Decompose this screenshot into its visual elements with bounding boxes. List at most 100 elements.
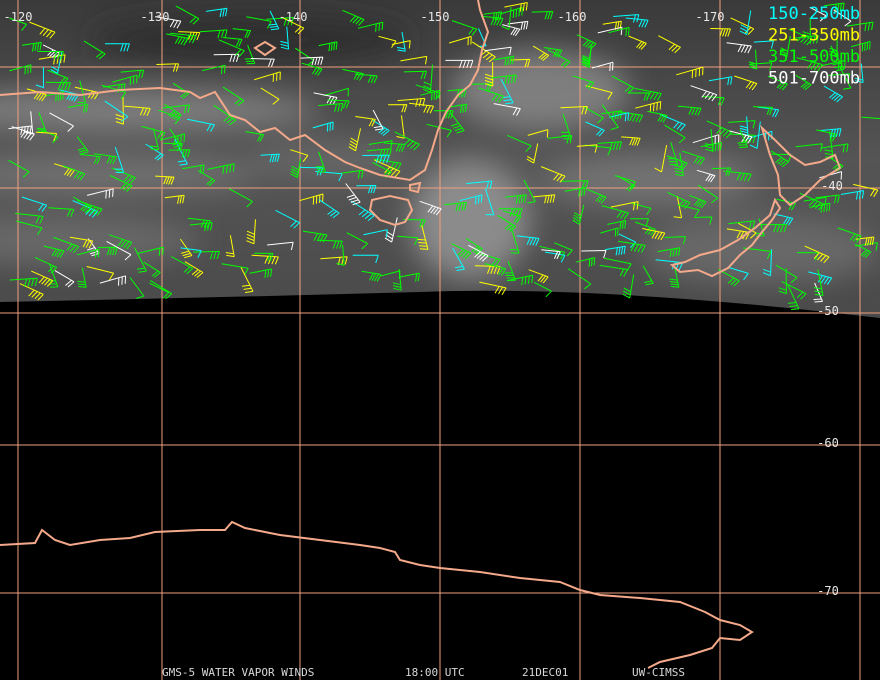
- wind-barb: [664, 124, 686, 144]
- wind-barb: [528, 269, 549, 284]
- wind-barb: [268, 10, 280, 31]
- wind-barb: [302, 230, 328, 243]
- wind-barb: [770, 150, 789, 168]
- wind-barb: [19, 283, 44, 301]
- wind-barb: [396, 115, 405, 139]
- wind-barb: [682, 150, 705, 166]
- wind-barb: [300, 56, 324, 66]
- longitude-label: -170: [696, 10, 725, 24]
- wind-barb: [356, 185, 377, 194]
- wind-barb: [706, 120, 733, 139]
- wind-barb: [99, 275, 127, 286]
- wind-barb: [37, 51, 64, 60]
- wind-barb: [254, 252, 274, 262]
- wind-barb: [124, 105, 151, 117]
- wind-barb: [166, 33, 189, 46]
- wind-barb: [102, 83, 126, 93]
- wind-barb: [630, 218, 649, 227]
- wind-barb: [599, 264, 628, 277]
- wind-barb: [502, 24, 521, 37]
- wind-barb: [567, 268, 592, 290]
- wind-barb: [708, 76, 733, 86]
- wind-barb: [813, 269, 824, 296]
- wind-barb: [21, 196, 48, 212]
- wind-barb: [484, 188, 495, 216]
- bass-strait-islands: [409, 181, 422, 194]
- wind-barb: [76, 199, 103, 216]
- wind-barb: [114, 146, 125, 173]
- wind-barb: [397, 235, 419, 246]
- wind-barb: [796, 57, 823, 72]
- wind-barb: [737, 222, 757, 239]
- longitude-labels: -120 -130 -140 -150 -160 -170: [4, 10, 725, 24]
- wind-barb: [47, 263, 59, 288]
- wind-barb: [753, 40, 774, 49]
- wind-barb: [516, 235, 540, 246]
- wind-barb: [659, 113, 686, 132]
- wind-barbs: [8, 2, 880, 311]
- wind-barb: [213, 53, 240, 63]
- wind-barb: [808, 271, 833, 285]
- wind-barb: [301, 62, 323, 76]
- wind-barb: [156, 63, 180, 72]
- wind-barb: [734, 75, 758, 91]
- wind-barb: [669, 268, 680, 288]
- wind-barb: [692, 134, 720, 144]
- wind-barb: [201, 64, 226, 75]
- wind-barb: [728, 120, 756, 129]
- wind-barb: [281, 16, 305, 35]
- wind-barb: [149, 282, 169, 299]
- wind-barb: [625, 17, 649, 28]
- wind-barb: [804, 245, 830, 264]
- wind-barb: [601, 205, 629, 220]
- wind-barb: [854, 243, 872, 258]
- wind-barb: [54, 270, 75, 288]
- wind-barb: [74, 86, 100, 100]
- wind-barb: [510, 58, 531, 68]
- wind-barb: [576, 34, 597, 50]
- wind-barb: [788, 28, 813, 46]
- wind-barb: [260, 87, 280, 105]
- wind-barb: [323, 87, 349, 97]
- wind-barb: [718, 269, 740, 287]
- wind-barb: [792, 35, 819, 45]
- wind-barb: [667, 191, 691, 209]
- time: 18:00 UTC: [405, 666, 465, 679]
- wind-barb: [500, 78, 514, 105]
- wind-barb: [363, 229, 388, 238]
- wind-barb: [854, 63, 864, 83]
- wind-barb: [607, 220, 627, 230]
- wind-barb: [597, 141, 622, 151]
- wind-barb: [69, 236, 94, 249]
- wind-barb: [484, 46, 512, 56]
- wind-barb: [647, 110, 668, 123]
- wind-barb: [855, 242, 878, 251]
- wind-barb: [673, 195, 683, 219]
- wind-barb: [155, 16, 182, 29]
- wind-barb: [696, 169, 716, 183]
- wind-barb: [809, 202, 831, 213]
- wind-barb: [504, 260, 516, 281]
- wind-barb: [674, 152, 684, 177]
- wind-barb: [561, 113, 572, 140]
- wind-barb: [447, 103, 468, 113]
- wind-barb: [179, 238, 193, 259]
- wind-barb: [245, 131, 265, 142]
- wind-barb: [585, 121, 605, 137]
- wind-barb: [493, 103, 521, 116]
- wind-barb: [199, 29, 228, 39]
- wind-barb: [560, 106, 588, 115]
- wind-barb: [266, 17, 294, 26]
- wind-barb: [824, 2, 845, 13]
- wind-barb: [206, 7, 228, 18]
- wind-barb: [222, 37, 243, 47]
- wind-barb: [711, 167, 732, 176]
- wind-barb: [368, 140, 393, 149]
- wind-barb: [250, 58, 275, 67]
- wind-barb: [317, 239, 343, 249]
- wind-barb: [728, 267, 749, 281]
- wind-barb: [833, 9, 852, 27]
- wind-barb: [22, 41, 42, 52]
- wind-barb: [752, 106, 773, 115]
- wind-barb: [9, 277, 38, 287]
